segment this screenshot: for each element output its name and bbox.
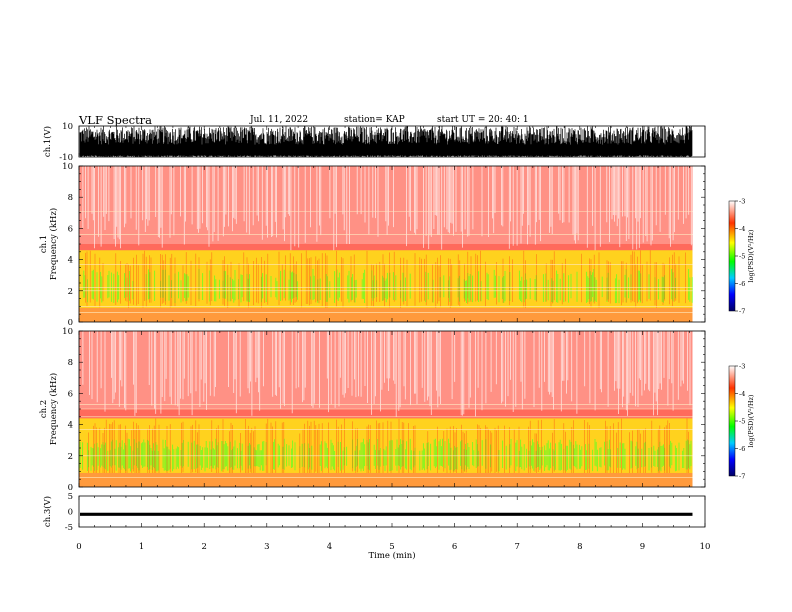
spectrogram-2-ytick-label: 2 xyxy=(68,452,73,462)
spectrogram-1-yellow-band xyxy=(79,250,693,308)
date-label: Jul. 11, 2022 xyxy=(250,115,309,125)
spectrogram-1-green-streaks xyxy=(83,269,693,304)
colorbar-1-tick-label: -5 xyxy=(739,253,745,261)
colorbar-1-tick-label: -3 xyxy=(739,198,745,206)
chart-title: VLF Spectra xyxy=(79,113,153,127)
ch3-ytick-label: 0 xyxy=(68,508,73,518)
spectrogram-1-ytick-label: 10 xyxy=(62,162,73,172)
spectrogram-2-ytick-label: 0 xyxy=(68,483,73,493)
xtick-label: 7 xyxy=(514,542,519,552)
colorbar-2 xyxy=(728,365,736,477)
xtick-label: 9 xyxy=(640,542,645,552)
colorbar-1-label: log(PSD)(V²/Hz) xyxy=(747,229,755,282)
colorbar-1-tick-label: -7 xyxy=(739,308,745,316)
colorbar-2-label: log(PSD)(V²/Hz) xyxy=(747,394,755,447)
xtick-label: 2 xyxy=(201,542,206,552)
spectrogram-2-ytick-label: 4 xyxy=(68,421,73,431)
colorbar-2-tick-label: -5 xyxy=(739,418,745,426)
spectrogram-2-channel-label: ch.2 xyxy=(39,400,49,418)
ch3-ylabel: ch.3(V) xyxy=(42,496,53,527)
panel-frame-4 xyxy=(78,495,706,528)
xtick-label: 4 xyxy=(327,542,332,552)
spectrogram-2-ylabel: Frequency (kHz) xyxy=(48,373,59,445)
ch3-signal-band xyxy=(80,512,693,516)
spectrogram-2-yellow-band xyxy=(79,418,693,480)
colorbar-2-tick-label: -6 xyxy=(739,445,745,453)
spectrogram-1-red-streaks xyxy=(85,250,686,308)
colorbar-1-tick-label: -6 xyxy=(739,280,745,288)
xtick-label: 10 xyxy=(700,542,711,552)
xtick-label: 1 xyxy=(139,542,144,552)
spectrogram-2-white-streaks xyxy=(82,331,691,417)
spectrogram-2-red-streaks xyxy=(88,418,689,480)
ch1-ytick-label: 10 xyxy=(62,122,73,132)
colorbar-2-tick-label: -4 xyxy=(739,390,745,398)
xtick-label: 3 xyxy=(264,542,269,552)
xtick-label: 0 xyxy=(76,542,81,552)
colorbar-1-tick-label: -4 xyxy=(739,225,745,233)
spectrogram-2-lowfreq xyxy=(79,472,693,487)
spectrogram-1-channel-label: ch.1 xyxy=(39,235,49,253)
colorbar-1 xyxy=(728,200,736,312)
spectrogram-1-ytick-label: 6 xyxy=(68,224,73,234)
spectrogram-2-ytick-label: 6 xyxy=(68,389,73,399)
spectrogram-2-ytick-label: 8 xyxy=(68,358,73,368)
xtick-label: 5 xyxy=(389,542,394,552)
ch1-waveform xyxy=(79,126,693,157)
spectrogram-1-ytick-label: 8 xyxy=(68,193,73,203)
spectrogram-1-ylabel: Frequency (kHz) xyxy=(48,208,59,280)
ch3-ytick-label: 5 xyxy=(68,492,73,502)
spectrogram-1-lowfreq xyxy=(79,307,693,322)
xtick-label: 8 xyxy=(577,542,582,552)
colorbar-2-tick-label: -3 xyxy=(739,363,745,371)
spectrogram-2-ytick-label: 10 xyxy=(62,327,73,337)
spectrogram-1-ytick-label: 2 xyxy=(68,287,73,297)
xtick-label: 6 xyxy=(452,542,457,552)
ch3-ytick-label: -5 xyxy=(65,523,73,533)
start-time-label: start UT = 20: 40: 1 xyxy=(437,115,529,125)
spectrogram-1-ytick-label: 4 xyxy=(68,256,73,266)
ch1-ylabel: ch.1(V) xyxy=(42,126,53,157)
spectrogram-1-ytick-label: 0 xyxy=(68,318,73,328)
station-label: station= KAP xyxy=(344,115,405,125)
ch1-ytick-label: -10 xyxy=(59,153,73,163)
xaxis-label: Time (min) xyxy=(368,550,415,561)
colorbar-2-tick-label: -7 xyxy=(739,473,745,481)
